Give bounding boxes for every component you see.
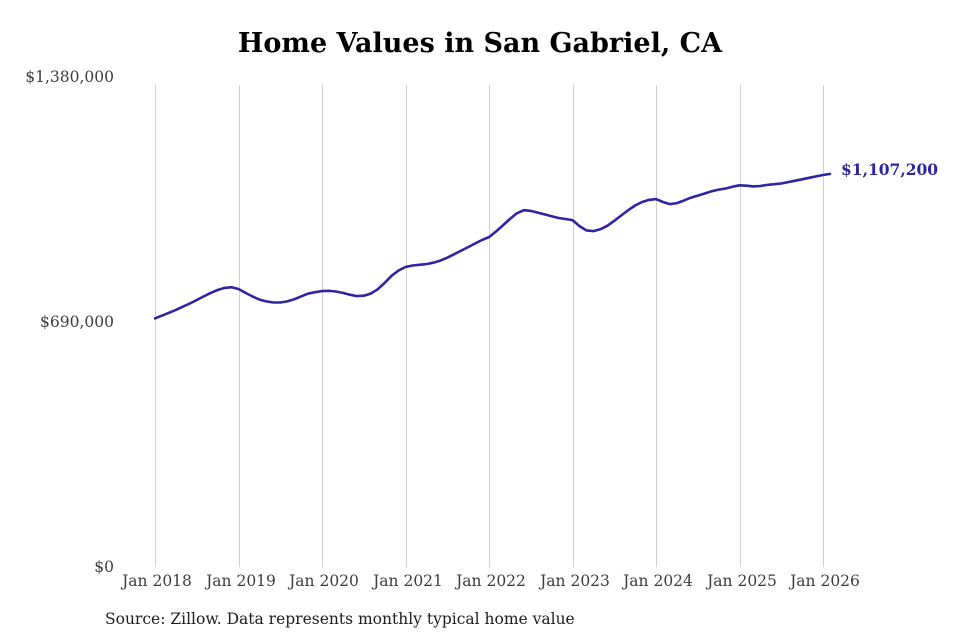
- x-axis-tick-label: Jan 2019: [206, 572, 276, 590]
- x-axis-tick-label: Jan 2025: [707, 572, 777, 590]
- x-axis-tick-label: Jan 2026: [790, 572, 860, 590]
- y-axis-tick-label: $1,380,000: [25, 68, 114, 86]
- y-axis-tick-label: $690,000: [40, 313, 114, 331]
- gridline: [155, 85, 156, 567]
- home-value-line: [153, 172, 832, 320]
- x-axis-tick-label: Jan 2022: [456, 572, 526, 590]
- gridline: [406, 85, 407, 567]
- source-note: Source: Zillow. Data represents monthly …: [105, 610, 575, 628]
- gridline: [322, 85, 323, 567]
- gridline: [239, 85, 240, 567]
- x-axis-tick-label: Jan 2023: [540, 572, 610, 590]
- x-axis-tick-label: Jan 2018: [122, 572, 192, 590]
- chart-title: Home Values in San Gabriel, CA: [237, 28, 723, 59]
- gridline: [656, 85, 657, 567]
- x-axis-tick-label: Jan 2021: [373, 572, 443, 590]
- x-axis-tick-label: Jan 2024: [623, 572, 693, 590]
- x-axis-tick-label: Jan 2020: [289, 572, 359, 590]
- y-axis-tick-label: $0: [94, 558, 114, 576]
- gridline: [823, 85, 824, 567]
- gridline: [740, 85, 741, 567]
- gridline: [489, 85, 490, 567]
- end-value-annotation: $1,107,200: [841, 160, 939, 179]
- gridline: [573, 85, 574, 567]
